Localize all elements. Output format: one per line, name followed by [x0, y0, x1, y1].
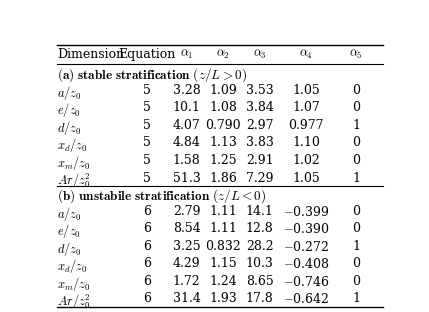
- Text: 1.24: 1.24: [209, 275, 237, 288]
- Text: Dimension: Dimension: [57, 48, 124, 61]
- Text: $\alpha_4$: $\alpha_4$: [299, 48, 313, 61]
- Text: 3.53: 3.53: [246, 84, 274, 97]
- Text: 17.8: 17.8: [246, 292, 274, 305]
- Text: 1.11: 1.11: [209, 205, 237, 218]
- Text: 1.11: 1.11: [209, 222, 237, 235]
- Text: 1.05: 1.05: [293, 84, 320, 97]
- Text: 2.79: 2.79: [173, 205, 200, 218]
- Text: 6: 6: [143, 257, 151, 270]
- Text: $\alpha_3$: $\alpha_3$: [253, 48, 267, 61]
- Text: 1.25: 1.25: [209, 154, 237, 167]
- Text: $a/z_0$: $a/z_0$: [57, 84, 82, 102]
- Text: $e/z_0$: $e/z_0$: [57, 101, 81, 119]
- Text: 1: 1: [352, 172, 360, 184]
- Text: $d/z_0$: $d/z_0$: [57, 119, 82, 137]
- Text: $x_d/z_0$: $x_d/z_0$: [57, 257, 88, 275]
- Text: $d/z_0$: $d/z_0$: [57, 240, 82, 258]
- Text: $-$0.642: $-$0.642: [283, 292, 329, 306]
- Text: 1.09: 1.09: [209, 84, 237, 97]
- Text: $-$0.746: $-$0.746: [283, 275, 329, 289]
- Text: 4.29: 4.29: [173, 257, 200, 270]
- Text: 1.58: 1.58: [173, 154, 200, 167]
- Text: 0: 0: [352, 275, 360, 288]
- Text: 1.15: 1.15: [209, 257, 237, 270]
- Text: 3.25: 3.25: [173, 240, 200, 253]
- Text: 0: 0: [352, 101, 360, 115]
- Text: 6: 6: [143, 205, 151, 218]
- Text: 1.72: 1.72: [173, 275, 200, 288]
- Text: 5: 5: [143, 154, 151, 167]
- Text: 1.07: 1.07: [293, 101, 320, 115]
- Text: $a/z_0$: $a/z_0$: [57, 205, 82, 223]
- Text: 1.86: 1.86: [209, 172, 237, 184]
- Text: 5: 5: [143, 84, 151, 97]
- Text: $x_d/z_0$: $x_d/z_0$: [57, 136, 88, 154]
- Text: 0: 0: [352, 154, 360, 167]
- Text: $-$0.408: $-$0.408: [283, 257, 329, 271]
- Text: 1.13: 1.13: [209, 136, 237, 149]
- Text: $\mathbf{(a)\ stable\ stratification}\ (z/L > 0)$: $\mathbf{(a)\ stable\ stratification}\ (…: [57, 66, 247, 84]
- Text: 1: 1: [352, 292, 360, 305]
- Text: 5: 5: [143, 136, 151, 149]
- Text: 4.84: 4.84: [173, 136, 200, 149]
- Text: $Ar/z_0^2$: $Ar/z_0^2$: [57, 172, 91, 190]
- Text: 51.3: 51.3: [173, 172, 200, 184]
- Text: 2.91: 2.91: [246, 154, 274, 167]
- Text: 6: 6: [143, 222, 151, 235]
- Text: 6: 6: [143, 240, 151, 253]
- Text: 14.1: 14.1: [246, 205, 274, 218]
- Text: $Ar/z_0^2$: $Ar/z_0^2$: [57, 292, 91, 311]
- Text: $-$0.390: $-$0.390: [283, 222, 329, 236]
- Text: $x_m/z_0$: $x_m/z_0$: [57, 275, 91, 293]
- Text: 0: 0: [352, 84, 360, 97]
- Text: 0.790: 0.790: [205, 119, 241, 132]
- Text: $\mathbf{(b)\ unstabile\ stratification}\ (z/L < 0)$: $\mathbf{(b)\ unstabile\ stratification}…: [57, 187, 266, 205]
- Text: 8.65: 8.65: [246, 275, 274, 288]
- Text: $-$0.399: $-$0.399: [283, 205, 329, 219]
- Text: 1.05: 1.05: [293, 172, 320, 184]
- Text: 1: 1: [352, 240, 360, 253]
- Text: 0: 0: [352, 257, 360, 270]
- Text: 10.3: 10.3: [246, 257, 274, 270]
- Text: 5: 5: [143, 119, 151, 132]
- Text: 6: 6: [143, 292, 151, 305]
- Text: 0.832: 0.832: [205, 240, 241, 253]
- Text: 3.28: 3.28: [173, 84, 200, 97]
- Text: 4.07: 4.07: [173, 119, 200, 132]
- Text: 5: 5: [143, 101, 151, 115]
- Text: $-$0.272: $-$0.272: [284, 240, 329, 254]
- Text: $e/z_0$: $e/z_0$: [57, 222, 81, 240]
- Text: 3.84: 3.84: [246, 101, 274, 115]
- Text: 2.97: 2.97: [246, 119, 274, 132]
- Text: $\alpha_2$: $\alpha_2$: [216, 48, 230, 61]
- Text: $\alpha_1$: $\alpha_1$: [180, 48, 193, 61]
- Text: 1.02: 1.02: [293, 154, 320, 167]
- Text: 10.1: 10.1: [173, 101, 200, 115]
- Text: $x_m/z_0$: $x_m/z_0$: [57, 154, 91, 172]
- Text: 0.977: 0.977: [289, 119, 324, 132]
- Text: 1.93: 1.93: [209, 292, 237, 305]
- Text: Equation: Equation: [118, 48, 175, 61]
- Text: 28.2: 28.2: [246, 240, 274, 253]
- Text: 1: 1: [352, 119, 360, 132]
- Text: 6: 6: [143, 275, 151, 288]
- Text: 12.8: 12.8: [246, 222, 274, 235]
- Text: 31.4: 31.4: [173, 292, 200, 305]
- Text: 5: 5: [143, 172, 151, 184]
- Text: 1.08: 1.08: [209, 101, 237, 115]
- Text: 3.83: 3.83: [246, 136, 274, 149]
- Text: 7.29: 7.29: [246, 172, 274, 184]
- Text: 0: 0: [352, 222, 360, 235]
- Text: 0: 0: [352, 136, 360, 149]
- Text: $\alpha_5$: $\alpha_5$: [349, 48, 363, 61]
- Text: 0: 0: [352, 205, 360, 218]
- Text: 8.54: 8.54: [173, 222, 200, 235]
- Text: 1.10: 1.10: [293, 136, 320, 149]
